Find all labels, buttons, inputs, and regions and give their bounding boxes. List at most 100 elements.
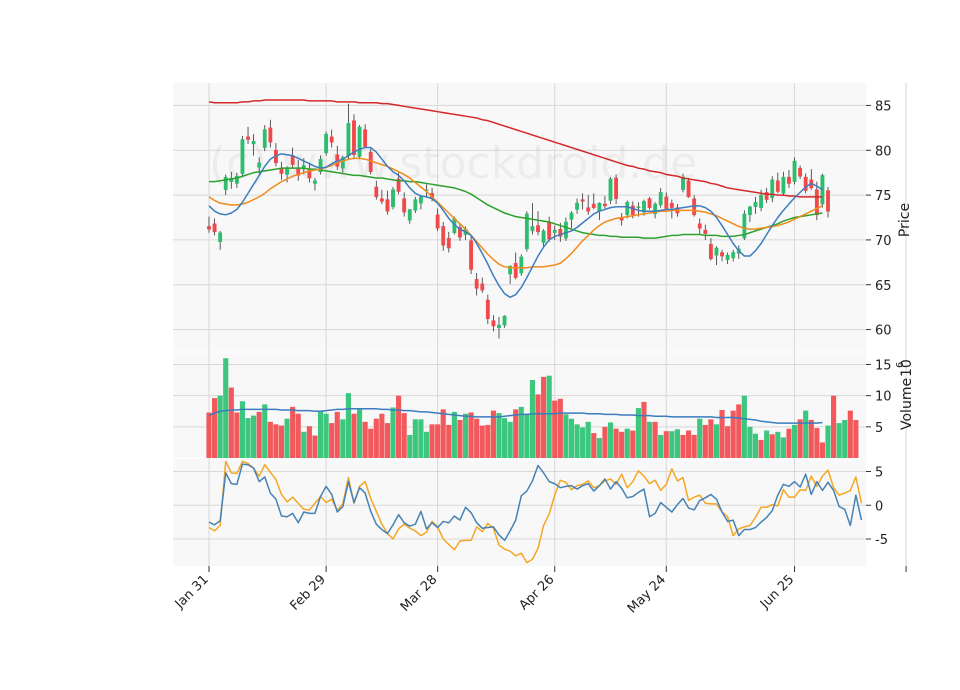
volume-bar-up: [775, 431, 781, 458]
candle-up: [530, 226, 535, 232]
volume-bar-down: [351, 413, 357, 458]
volume-bar-down: [490, 410, 496, 458]
volume-axis-tick-label: 15: [875, 358, 892, 373]
volume-bar-down: [212, 398, 218, 458]
price-axis-tick-label: 85: [875, 99, 892, 114]
candle-down: [485, 299, 490, 320]
candle-up: [313, 180, 317, 184]
candle-up: [742, 213, 747, 239]
volume-bar-down: [853, 419, 859, 458]
candle-down: [686, 180, 691, 198]
candle-up: [575, 202, 579, 210]
candle-up: [285, 168, 289, 175]
moving-average-series: [208, 99, 823, 299]
candle-down: [764, 192, 769, 200]
candle-up: [223, 176, 228, 190]
volume-bar-down: [680, 434, 686, 458]
volume-bar-down: [228, 387, 234, 458]
volume-bar-up: [507, 421, 513, 458]
candle-up: [318, 158, 323, 173]
candle-up: [418, 196, 423, 204]
price-axis-tick-label: 65: [875, 279, 892, 294]
volume-bars: [206, 358, 859, 458]
candle-up: [714, 247, 719, 256]
candle-up: [731, 252, 736, 259]
volume-bar-down: [708, 419, 714, 458]
candle-down: [480, 283, 485, 291]
oscillator-axis-tick-label: 5: [875, 466, 883, 481]
volume-bar-down: [468, 412, 474, 458]
x-tick-label: Jun 25: [757, 572, 797, 612]
volume-bar-down: [591, 433, 597, 458]
candle-up: [625, 202, 630, 216]
candle-up: [391, 189, 395, 207]
volume-bar-down: [373, 418, 379, 458]
candle-up: [653, 203, 658, 215]
volume-bar-up: [529, 380, 536, 458]
volume-bar-up: [245, 418, 251, 458]
volume-bar-down: [278, 425, 285, 458]
candle-up: [257, 162, 262, 168]
candle-down: [379, 198, 384, 202]
volume-bar-up: [239, 401, 246, 458]
volume-bar-down: [334, 411, 340, 458]
candle-up: [301, 165, 306, 170]
price-axis-tick-label: 70: [875, 234, 892, 249]
volume-bar-up: [223, 358, 229, 458]
volume-bar-down: [234, 412, 240, 458]
volume-bar-down: [663, 431, 669, 458]
oscillator-panel-background: [173, 458, 866, 566]
candle-down: [697, 223, 702, 229]
candle-down: [708, 244, 713, 259]
volume-bar-up: [345, 393, 351, 458]
volume-bar-up: [741, 395, 747, 458]
volume-bar-down: [786, 428, 792, 458]
volume-bar-up: [596, 438, 602, 458]
candle-down: [586, 207, 591, 212]
volume-bar-up: [418, 419, 424, 458]
candle-up: [508, 265, 513, 275]
candle-up: [658, 192, 663, 206]
ma-long-line: [208, 99, 823, 198]
volume-bar-down: [401, 413, 407, 458]
volume-bar-down: [295, 413, 301, 458]
candle-up: [759, 194, 764, 208]
volume-bar-up: [646, 421, 653, 458]
volume-bar-down: [474, 418, 480, 458]
candle-down: [207, 226, 211, 230]
volume-bar-down: [691, 434, 697, 458]
candle-down: [803, 176, 808, 191]
volume-bar-up: [451, 411, 457, 458]
volume-bar-down: [797, 419, 803, 458]
volume-bar-down: [290, 406, 296, 458]
volume-bar-up: [635, 408, 641, 458]
candle-down: [558, 228, 563, 237]
candle-up: [792, 160, 797, 182]
volume-bar-down: [541, 376, 547, 458]
volume-bar-down: [273, 424, 279, 458]
oscillator-axis-tick-label: -5: [875, 533, 888, 548]
candle-down: [619, 218, 624, 221]
candle-down: [798, 167, 803, 177]
volume-bar-up: [585, 421, 591, 458]
volume-bar-up: [697, 418, 703, 458]
volume-bar-down: [702, 424, 708, 458]
x-tick-label: Apr 26: [516, 572, 557, 613]
volume-bar-down: [831, 395, 837, 458]
candle-down: [469, 240, 474, 270]
x-tick-label: May 24: [625, 572, 669, 616]
candle-down: [720, 252, 724, 257]
candle-down: [513, 262, 518, 278]
volume-bar-up: [340, 419, 346, 458]
candle-down: [630, 205, 635, 216]
candle-up: [251, 141, 256, 145]
volume-bar-down: [329, 423, 335, 458]
candle-up: [552, 229, 557, 233]
volume-bar-up: [284, 418, 290, 458]
volume-bar-down: [312, 435, 318, 458]
candle-up: [324, 133, 329, 154]
candle-up: [597, 202, 602, 212]
candle-up: [748, 206, 752, 216]
volume-bar-down: [479, 425, 485, 458]
